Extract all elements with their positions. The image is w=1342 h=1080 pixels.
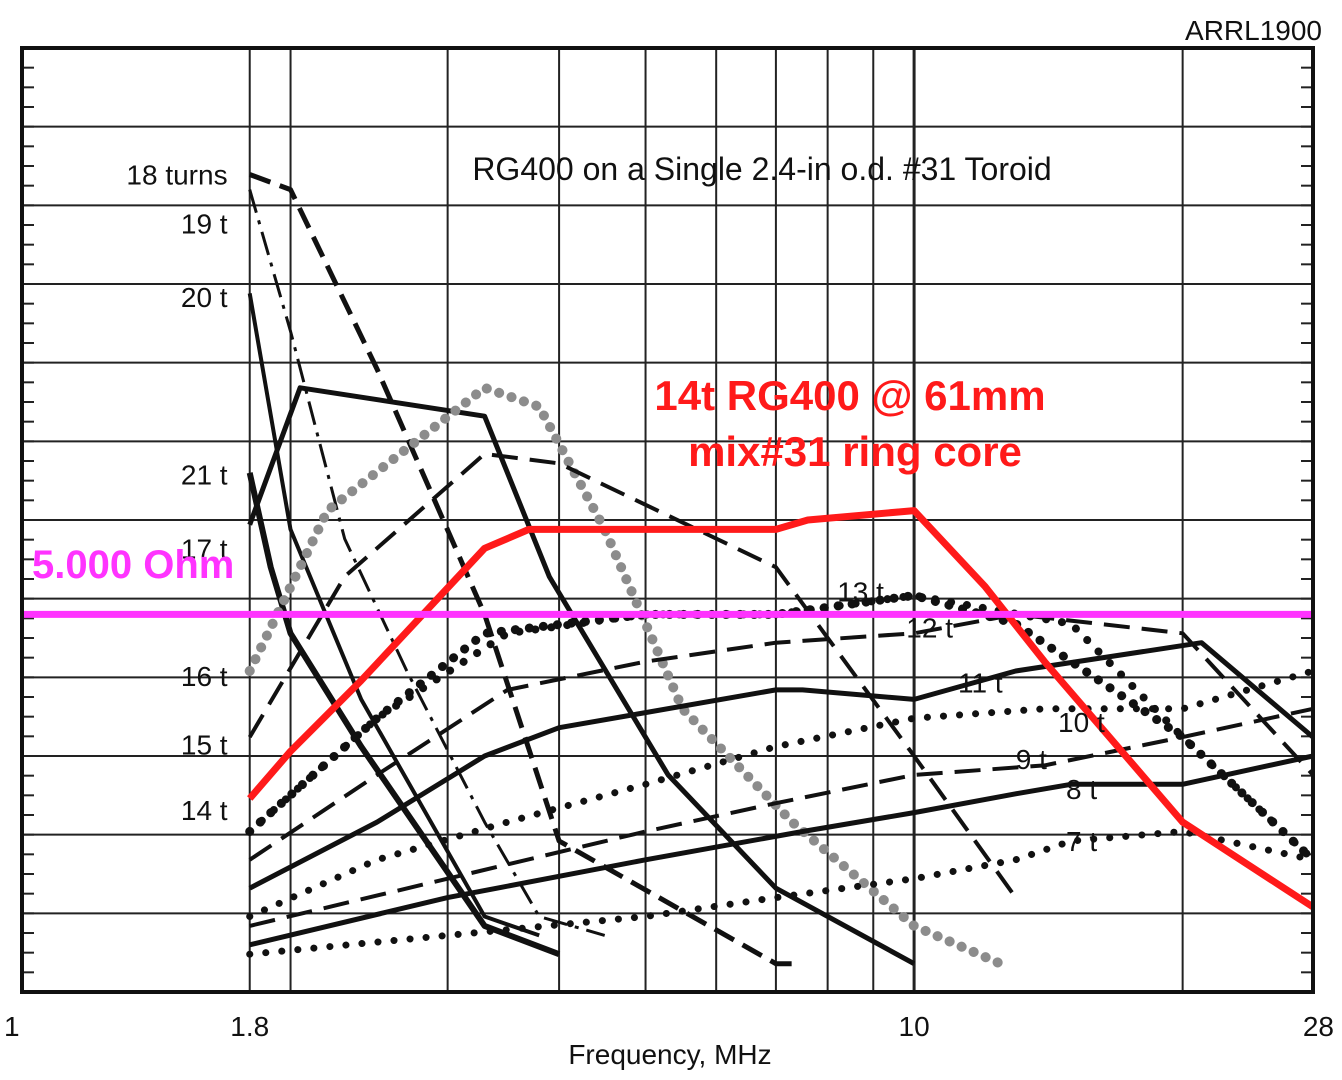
curve-label: 9 t [1016,744,1047,775]
curve-label: 12 t [906,613,953,644]
series-line-9 [248,612,1315,862]
x-axis-label: Frequency, MHz [568,1039,771,1070]
series-line-11 [246,667,1317,920]
curve-label: 20 t [181,282,228,313]
chart-title: RG400 on a Single 2.4-in o.d. #31 Toroid [472,151,1051,187]
red-annotation-line-2: mix#31 ring core [688,428,1022,475]
series-line-0 [248,172,793,967]
x-tick-label: 10 [899,1011,930,1042]
curve-label: 21 t [181,460,228,491]
x-tick-label: 1.8 [230,1011,269,1042]
x-tick-label: 28 [1303,1011,1334,1042]
series-line-10 [248,640,1315,891]
curve-label: 18 turns [126,159,227,190]
curve-labels: 18 turns 19 t 20 t 21 t 17 t 16 t 15 t 14 t 13 t… [126,159,1105,856]
series-line-1 [248,189,606,937]
curve-label: 8 t [1066,774,1097,805]
curve-label: 13 t [837,577,884,608]
series-line-12 [249,706,1314,928]
curve-label: 19 t [181,209,228,240]
series-line-4 [247,385,916,966]
red-annotation-line-1: 14t RG400 @ 61mm [654,372,1045,419]
curve-label: 10 t [1058,707,1105,738]
curve-label: 17 t [181,533,228,564]
series-line-6 [247,451,1018,899]
curve-label: 11 t [958,667,1003,698]
plot-frame [20,46,1315,994]
series-line-3 [246,472,561,958]
curve-label: 15 t [181,730,228,761]
curve-label: 16 t [181,661,228,692]
curve-label: 7 t [1066,826,1097,857]
reference-line-label: 5.000 Ohm [32,543,234,587]
series-line-15 [247,507,1315,910]
grid [21,47,1314,992]
x-tick-labels: 1 1.8 10 28 [4,1011,1334,1042]
curve-label: 14 t [181,795,228,826]
corner-label: ARRL1900 [1185,15,1322,46]
x-tick-label: 1 [4,1011,20,1042]
